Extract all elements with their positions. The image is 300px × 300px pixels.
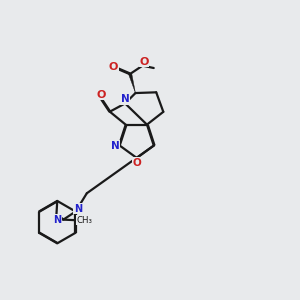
Text: N: N [74,204,82,214]
Text: CH₃: CH₃ [77,216,93,225]
Text: N: N [121,94,130,104]
Text: N: N [111,141,120,151]
Text: O: O [96,90,106,100]
Text: N: N [53,215,62,225]
Polygon shape [129,74,136,93]
Text: O: O [109,62,118,72]
Text: O: O [139,57,149,67]
Text: O: O [133,158,142,168]
